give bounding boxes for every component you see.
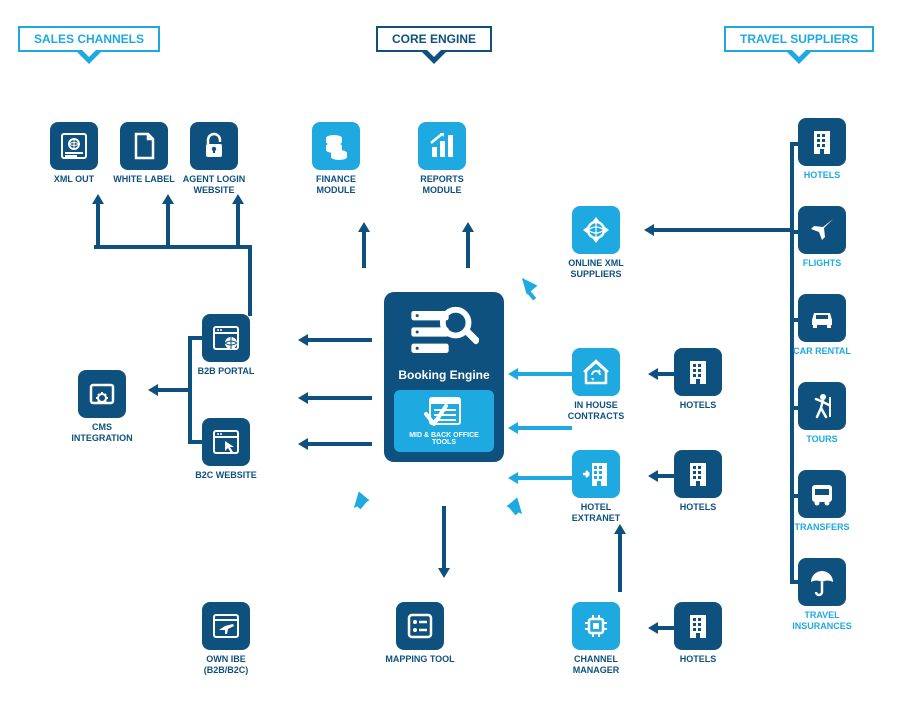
booking-engine-icon [409,304,479,364]
header-label: CORE ENGINE [392,32,476,46]
node-white-label: WHITE LABEL [109,122,179,185]
node-sup-car: CAR RENTAL [787,294,857,357]
node-finance: FINANCE MODULE [301,122,371,196]
hotels-mid2-label: HOTELS [663,502,733,513]
sup-car-label: CAR RENTAL [787,346,857,357]
node-sup-flights: FLIGHTS [787,206,857,269]
node-reports: REPORTS MODULE [407,122,477,196]
node-hotels-mid1: HOTELS [663,348,733,411]
white-label-label: WHITE LABEL [109,174,179,185]
online-xml-icon [572,206,620,254]
sup-flights-icon [798,206,846,254]
node-agent-login: AGENT LOGINWEBSITE [179,122,249,196]
sup-tours-label: TOURS [787,434,857,445]
node-hotels-mid3: HOTELS [663,602,733,665]
in-house-icon [572,348,620,396]
hotels-mid1-icon [674,348,722,396]
agent-login-label: AGENT LOGINWEBSITE [179,174,249,196]
sup-insur-icon [798,558,846,606]
node-hotels-mid2: HOTELS [663,450,733,513]
b2c-website-label: B2C WEBSITE [191,470,261,481]
node-online-xml: ONLINE XMLSUPPLIERS [561,206,631,280]
sup-hotels-label: HOTELS [787,170,857,181]
xml-out-icon [50,122,98,170]
xml-out-label: XML OUT [39,174,109,185]
node-xml-out: XML OUT [39,122,109,185]
node-sup-tours: TOURS [787,382,857,445]
booking-engine-title: Booking Engine [394,368,494,382]
hotels-mid3-label: HOTELS [663,654,733,665]
booking-engine-box: Booking Engine MID & BACK OFFICE TOOLS [384,292,504,462]
channel-mgr-icon [572,602,620,650]
hotels-mid2-icon [674,450,722,498]
own-ibe-label: OWN IBE(B2B/B2C) [191,654,261,676]
online-xml-label: ONLINE XMLSUPPLIERS [561,258,631,280]
b2b-portal-label: B2B PORTAL [191,366,261,377]
hotels-mid3-icon [674,602,722,650]
header-core-engine: CORE ENGINE [376,26,492,52]
reports-label: REPORTS MODULE [407,174,477,196]
node-b2c-website: B2C WEBSITE [191,418,261,481]
mapping-label: MAPPING TOOL [385,654,455,665]
node-sup-hotels: HOTELS [787,118,857,181]
reports-icon [418,122,466,170]
hotel-extra-label: HOTELEXTRANET [561,502,631,524]
own-ibe-icon [202,602,250,650]
b2c-website-icon [202,418,250,466]
header-sales-channels: SALES CHANNELS [18,26,160,52]
sup-insur-label: TRAVELINSURANCES [787,610,857,632]
sup-flights-label: FLIGHTS [787,258,857,269]
mid-back-office-label: MID & BACK OFFICE TOOLS [398,432,490,446]
mid-back-office-box: MID & BACK OFFICE TOOLS [394,390,494,452]
cms-icon [78,370,126,418]
node-hotel-extra: HOTELEXTRANET [561,450,631,524]
header-label: TRAVEL SUPPLIERS [740,32,858,46]
node-sup-transfer: TRANSFERS [787,470,857,533]
sup-tours-icon [798,382,846,430]
hotels-mid1-label: HOTELS [663,400,733,411]
mid-back-office-icon [424,396,464,430]
node-own-ibe: OWN IBE(B2B/B2C) [191,602,261,676]
node-b2b-portal: B2B PORTAL [191,314,261,377]
sup-car-icon [798,294,846,342]
in-house-label: IN HOUSECONTRACTS [561,400,631,422]
header-label: SALES CHANNELS [34,32,144,46]
b2b-portal-icon [202,314,250,362]
white-label-icon [120,122,168,170]
sup-transfer-label: TRANSFERS [787,522,857,533]
mapping-icon [396,602,444,650]
node-mapping: MAPPING TOOL [385,602,455,665]
agent-login-icon [190,122,238,170]
node-in-house: IN HOUSECONTRACTS [561,348,631,422]
node-sup-insur: TRAVELINSURANCES [787,558,857,632]
node-cms: CMSINTEGRATION [67,370,137,444]
finance-label: FINANCE MODULE [301,174,371,196]
header-travel-suppliers: TRAVEL SUPPLIERS [724,26,874,52]
sup-hotels-icon [798,118,846,166]
channel-mgr-label: CHANNELMANAGER [561,654,631,676]
cms-label: CMSINTEGRATION [67,422,137,444]
hotel-extra-icon [572,450,620,498]
finance-icon [312,122,360,170]
sup-transfer-icon [798,470,846,518]
node-channel-mgr: CHANNELMANAGER [561,602,631,676]
